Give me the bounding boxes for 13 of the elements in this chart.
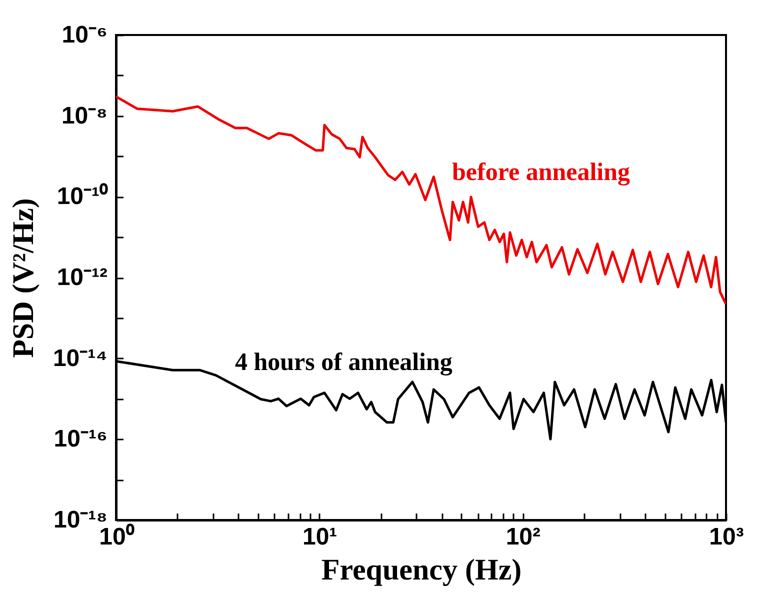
series-label: before annealing: [452, 159, 631, 186]
x-tick-label: 10²: [506, 524, 541, 550]
y-tick-label: 10⁻¹⁴: [52, 344, 108, 372]
y-tick-label: 10⁻¹⁰: [56, 183, 108, 210]
y-tick-label: 10⁻¹²: [56, 264, 108, 291]
y-tick-label: 10⁻⁸: [61, 102, 108, 130]
y-axis-title: PSD (V²/Hz): [6, 198, 40, 358]
series-label: 4 hours of annealing: [235, 349, 453, 376]
x-tick-label: 10³: [709, 524, 744, 550]
y-tick-label: 10⁻¹⁶: [54, 426, 108, 453]
x-axis-title: Frequency (Hz): [321, 554, 522, 586]
x-tick-label: 10¹: [302, 524, 338, 550]
y-tick-label: 10⁻⁶: [62, 22, 108, 48]
